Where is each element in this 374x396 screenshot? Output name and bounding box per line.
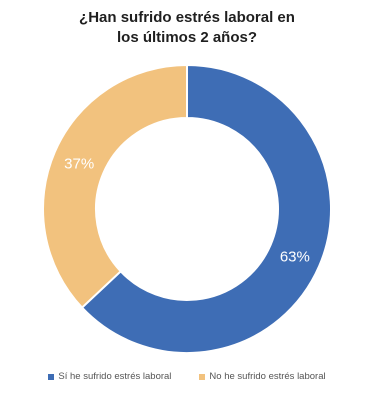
slice-label-0: 63% <box>280 249 310 266</box>
legend-item-no: No he sufrido estrés laboral <box>199 371 326 382</box>
chart-title-line-2: los últimos 2 años? <box>116 29 258 46</box>
legend-swatch-si <box>48 373 55 380</box>
chart-title: ¿Han sufrido estrés laboral en los últim… <box>0 8 374 48</box>
legend: Sí he sufrido estrés laboral No he sufri… <box>0 371 374 382</box>
donut-slice-0 <box>80 63 332 354</box>
slice-label-1: 37% <box>64 155 94 172</box>
chart-title-line-1: ¿Han sufrido estrés laboral en <box>79 9 295 26</box>
legend-item-si: Sí he sufrido estrés laboral <box>48 371 171 382</box>
donut-slices <box>42 63 332 354</box>
legend-label-no: No he sufrido estrés laboral <box>209 371 326 382</box>
slice-labels: 63% 37% <box>64 155 310 265</box>
donut-slice-1 <box>42 63 188 309</box>
legend-label-si: Sí he sufrido estrés laboral <box>58 371 172 382</box>
legend-swatch-no <box>199 373 206 380</box>
